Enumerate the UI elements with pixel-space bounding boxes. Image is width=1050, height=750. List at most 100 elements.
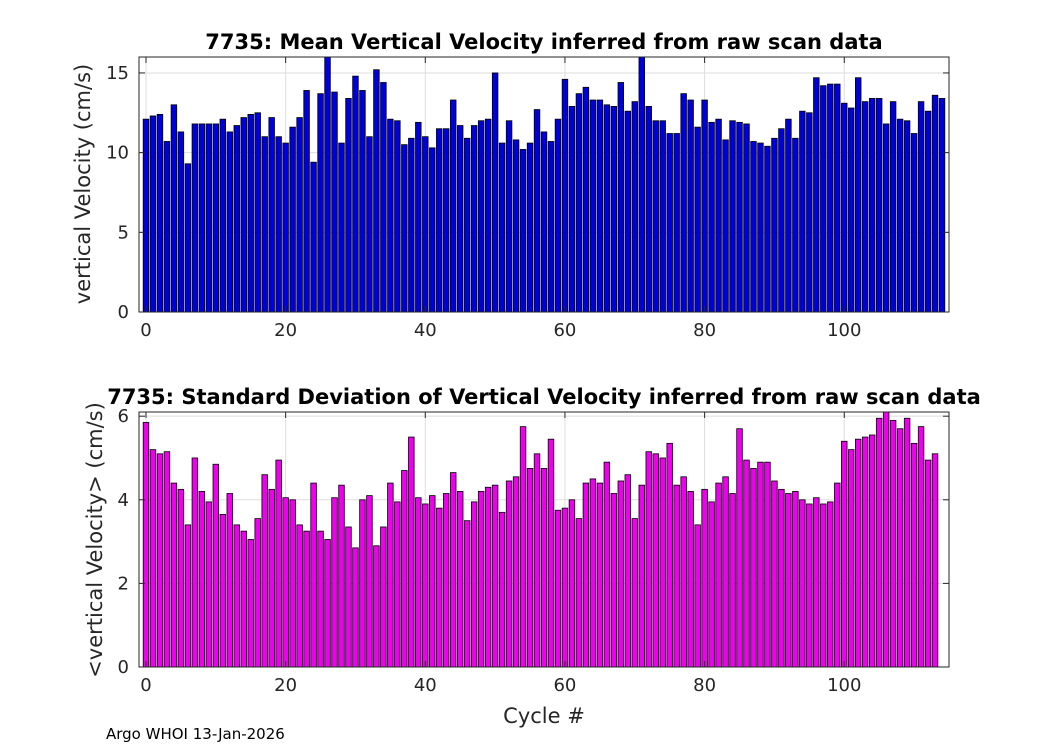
mean-bar bbox=[408, 137, 415, 313]
std-bar bbox=[443, 493, 450, 668]
std-bar bbox=[554, 509, 562, 668]
std-bar bbox=[436, 507, 443, 668]
footer-credit: Argo WHOI 13-Jan-2026 bbox=[106, 725, 285, 743]
std-bar bbox=[834, 482, 841, 668]
mean-bar bbox=[380, 82, 387, 313]
mean-bar bbox=[882, 123, 890, 313]
mean-y-tick-label: 10 bbox=[106, 143, 129, 164]
std-bar bbox=[568, 499, 576, 668]
mean-bar bbox=[938, 98, 946, 313]
mean-axes-box bbox=[138, 56, 950, 313]
std-bar bbox=[638, 484, 645, 668]
std-y-tick-label: 4 bbox=[118, 490, 129, 511]
mean-bar bbox=[457, 125, 464, 313]
mean-bar bbox=[177, 131, 185, 313]
std-bar bbox=[526, 468, 534, 668]
std-bar bbox=[813, 497, 820, 668]
std-bar bbox=[142, 422, 150, 668]
mean-bar bbox=[757, 142, 764, 313]
mean-bar bbox=[470, 125, 478, 313]
mean-bar bbox=[813, 77, 820, 313]
std-bar bbox=[345, 526, 352, 668]
mean-bar bbox=[282, 142, 289, 313]
mean-bar bbox=[680, 93, 687, 313]
std-bar bbox=[422, 503, 429, 668]
mean-bar bbox=[848, 107, 855, 313]
mean-x-tick-label: 60 bbox=[553, 320, 576, 341]
mean-bar bbox=[568, 106, 576, 313]
std-bar bbox=[917, 426, 925, 668]
mean-bar bbox=[142, 118, 150, 313]
mean-bar bbox=[303, 90, 310, 313]
mean-bar bbox=[589, 99, 597, 313]
mean-bar bbox=[422, 136, 429, 313]
std-bar bbox=[163, 451, 171, 668]
std-bar bbox=[673, 484, 680, 668]
std-bar bbox=[582, 482, 590, 668]
mean-bar bbox=[889, 101, 897, 313]
mean-bar bbox=[792, 137, 799, 313]
mean-bar bbox=[519, 149, 527, 313]
mean-bar bbox=[526, 142, 534, 313]
mean-bar bbox=[366, 136, 373, 313]
mean-bar bbox=[198, 123, 206, 313]
mean-bar bbox=[547, 141, 555, 313]
std-bar bbox=[869, 434, 876, 668]
std-bar bbox=[736, 428, 743, 668]
std-bar bbox=[289, 499, 296, 668]
std-bar bbox=[484, 486, 492, 668]
std-bar bbox=[659, 457, 666, 668]
mean-bar bbox=[345, 98, 352, 313]
mean-bar bbox=[205, 123, 213, 313]
mean-bar bbox=[855, 77, 862, 313]
mean-bar bbox=[785, 118, 792, 313]
std-chart-title: 7735: Standard Deviation of Vertical Vel… bbox=[107, 385, 981, 409]
mean-bar bbox=[261, 136, 268, 313]
mean-bar bbox=[827, 83, 834, 313]
mean-bar bbox=[191, 123, 199, 313]
std-x-axis-label: Cycle # bbox=[503, 704, 585, 728]
mean-bar bbox=[862, 101, 869, 313]
std-velocity-subplot: 0 20 40 60 80 100 0 2 4 6 7735: Standard Deviati… bbox=[83, 385, 981, 728]
mean-bar bbox=[429, 147, 436, 313]
mean-bar bbox=[750, 141, 757, 313]
std-bar bbox=[729, 493, 736, 668]
mean-bar bbox=[240, 117, 247, 313]
mean-bar bbox=[778, 128, 785, 313]
std-bar bbox=[338, 484, 345, 668]
std-bar bbox=[771, 480, 778, 668]
std-bar bbox=[931, 453, 939, 668]
std-bar bbox=[268, 488, 275, 668]
mean-bar bbox=[436, 128, 443, 313]
mean-bar bbox=[575, 93, 583, 313]
std-x-tick-label: 100 bbox=[827, 675, 861, 696]
mean-bar bbox=[331, 91, 338, 313]
std-bar bbox=[324, 539, 331, 668]
mean-bar bbox=[834, 83, 841, 313]
std-x-tick-label: 80 bbox=[693, 675, 716, 696]
std-bar bbox=[450, 472, 457, 668]
std-bar bbox=[722, 476, 729, 668]
mean-bar bbox=[771, 137, 778, 313]
mean-bar bbox=[170, 104, 178, 313]
std-bar bbox=[226, 493, 233, 668]
std-bar bbox=[505, 480, 513, 668]
mean-y-tick-label: 15 bbox=[106, 63, 129, 84]
std-bar bbox=[296, 524, 303, 668]
mean-bar bbox=[219, 118, 226, 313]
std-bar bbox=[275, 459, 282, 668]
std-bar bbox=[841, 440, 848, 668]
std-bar bbox=[680, 476, 687, 668]
mean-bar bbox=[799, 110, 806, 313]
mean-bar bbox=[184, 163, 192, 313]
mean-y-axis-label: vertical Velocity (cm/s) bbox=[71, 64, 95, 304]
std-bar bbox=[708, 501, 715, 668]
mean-y-tick-label: 0 bbox=[118, 302, 129, 323]
std-y-tick-label: 2 bbox=[118, 573, 129, 594]
mean-bar bbox=[694, 126, 701, 313]
mean-bar bbox=[491, 72, 499, 313]
std-bar bbox=[701, 488, 708, 668]
std-bar bbox=[282, 497, 289, 668]
mean-bar bbox=[666, 133, 673, 313]
